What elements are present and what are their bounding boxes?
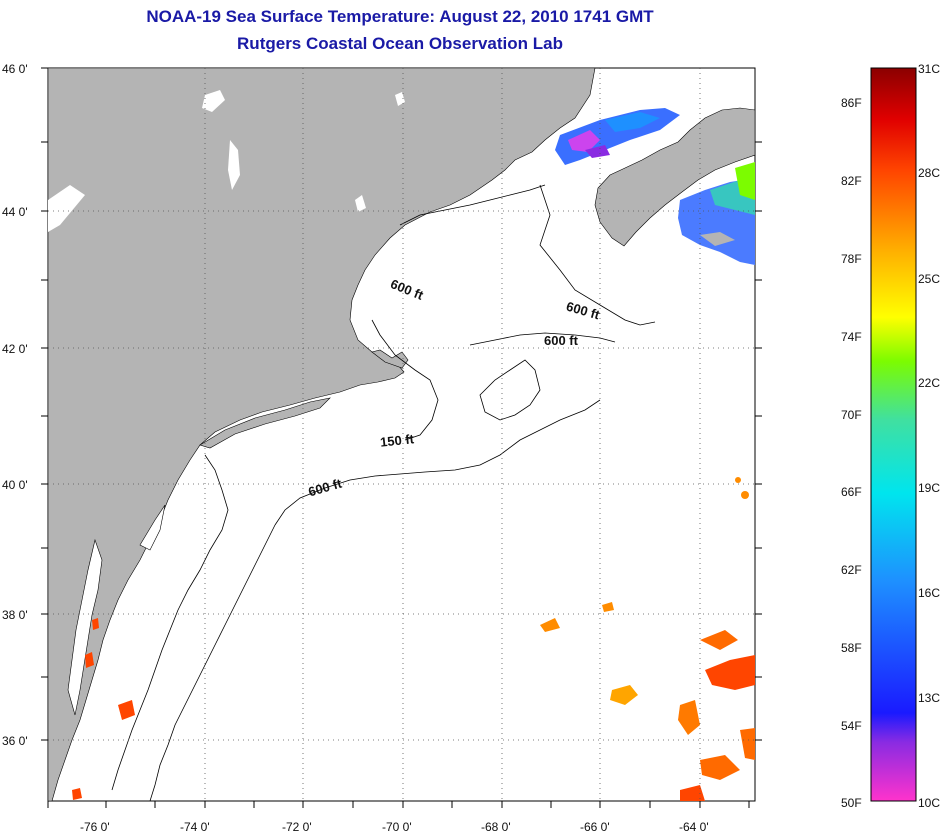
lake-5 — [355, 195, 366, 212]
lon-label: -76 0' — [80, 820, 110, 834]
colorbar — [870, 67, 917, 802]
lake-1 — [202, 90, 225, 112]
colorbar-c-label: 28C — [918, 166, 941, 180]
sst-data-nova-scotia-shelf — [678, 162, 755, 265]
colorbar-c-label: 16C — [918, 586, 941, 600]
colorbar-f-label: 82F — [841, 174, 862, 188]
colorbar-c-label: 25C — [918, 272, 941, 286]
colorbar-f-label: 54F — [841, 719, 862, 733]
colorbar-c-label: 31C — [918, 62, 941, 76]
colorbar-f-label: 70F — [841, 408, 862, 422]
land-mass-nova-scotia — [594, 107, 755, 247]
map-title: NOAA-19 Sea Surface Temperature: August … — [146, 7, 654, 26]
sst-data-bay-of-fundy — [555, 108, 680, 165]
contour-label-600ft: 600 ft — [544, 333, 578, 348]
lon-label: -64 0' — [679, 820, 709, 834]
lat-label: 38 0' — [2, 608, 28, 622]
colorbar-f-label: 58F — [841, 641, 862, 655]
lat-label: 44 0' — [2, 205, 28, 219]
colorbar-c-label: 19C — [918, 481, 941, 495]
sst-data-warm-patches — [72, 477, 755, 801]
colorbar-f-label: 66F — [841, 485, 862, 499]
colorbar-c-label: 13C — [918, 691, 941, 705]
colorbar-f-label: 78F — [841, 252, 862, 266]
lon-label: -70 0' — [382, 820, 412, 834]
lat-label: 40 0' — [2, 478, 28, 492]
lon-label: -68 0' — [481, 820, 511, 834]
long-island — [199, 397, 331, 449]
lon-label: -72 0' — [282, 820, 312, 834]
colorbar-c-label: 22C — [918, 376, 941, 390]
land-mass-us — [48, 68, 596, 801]
colorbar-f-label: 50F — [841, 796, 862, 810]
lat-label: 46 0' — [2, 62, 28, 76]
colorbar-f-label: 74F — [841, 330, 862, 344]
lon-label: -74 0' — [180, 820, 210, 834]
delaware-bay — [139, 504, 166, 551]
colorbar-f-label: 62F — [841, 563, 862, 577]
lat-label: 36 0' — [2, 734, 28, 748]
colorbar-c-label: 10C — [918, 796, 941, 810]
lake-3 — [48, 185, 85, 232]
cape-cod — [371, 349, 409, 369]
chesapeake-bay — [67, 538, 103, 716]
lon-label: -66 0' — [580, 820, 610, 834]
axis-ticks — [41, 67, 762, 808]
lake-4 — [395, 92, 405, 106]
map-subtitle: Rutgers Coastal Ocean Observation Lab — [237, 34, 563, 53]
colorbar-f-label: 86F — [841, 96, 862, 110]
lake-2 — [228, 140, 240, 190]
lat-lon-grid — [48, 68, 755, 801]
lat-label: 42 0' — [2, 342, 28, 356]
